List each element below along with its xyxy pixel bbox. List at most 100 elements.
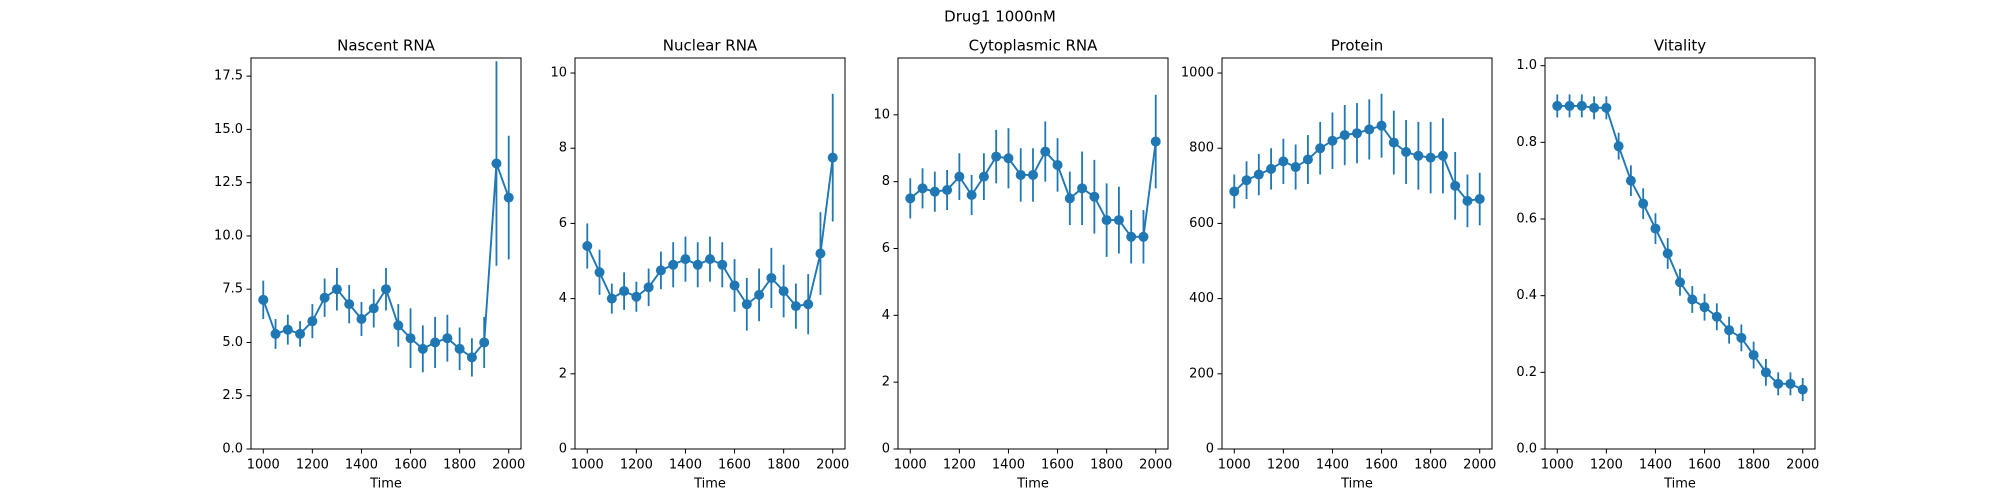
data-point (582, 240, 593, 251)
y-tick-label: 0 (882, 442, 890, 457)
data-point (1711, 311, 1722, 322)
data-point (381, 284, 391, 295)
x-axis-label: Time (693, 477, 726, 492)
data-point (754, 289, 765, 300)
y-tick-label: 0.0 (1516, 442, 1537, 457)
x-tick-label: 1000 (1541, 458, 1574, 473)
data-point (295, 328, 306, 339)
x-tick-label: 1600 (1365, 458, 1398, 473)
y-tick-label: 15.0 (214, 122, 243, 137)
x-tick-label: 1000 (247, 458, 280, 473)
y-tick-label: 2 (882, 375, 890, 390)
x-axis-label: Time (1016, 477, 1049, 492)
x-tick-label: 1400 (992, 458, 1025, 473)
data-point (454, 343, 465, 354)
y-tick-label: 0 (559, 442, 567, 457)
data-point (1613, 141, 1624, 152)
data-point (1760, 367, 1771, 378)
x-tick-label: 1600 (718, 458, 751, 473)
y-tick-label: 10 (550, 66, 567, 81)
chart-title: Nuclear RNA (663, 37, 758, 55)
data-point (1064, 193, 1075, 204)
data-point (1773, 378, 1784, 389)
y-tick-label: 2 (559, 366, 567, 381)
y-tick-label: 800 (1189, 141, 1214, 156)
data-point (1552, 100, 1563, 111)
y-tick-label: 1.0 (1516, 58, 1537, 73)
data-point (1352, 128, 1362, 139)
data-point (1699, 302, 1710, 313)
data-point (270, 328, 281, 339)
chart-title: Cytoplasmic RNA (969, 37, 1099, 55)
axes-frame (1221, 57, 1493, 450)
axes-frame (574, 57, 846, 450)
data-point (954, 171, 965, 182)
x-tick-label: 2000 (816, 458, 849, 473)
y-tick-label: 0.0 (222, 442, 243, 457)
data-point (1101, 215, 1112, 226)
data-point (1785, 378, 1796, 389)
data-point (417, 343, 428, 354)
x-axis-label: Time (1663, 477, 1696, 492)
data-point (1576, 100, 1587, 111)
x-tick-label: 1800 (767, 458, 800, 473)
data-point (368, 303, 379, 314)
data-point (655, 265, 666, 276)
data-point (1028, 169, 1038, 180)
data-point (1437, 150, 1448, 161)
data-point (1126, 231, 1137, 242)
y-tick-label: 0.2 (1516, 365, 1537, 380)
data-point (1662, 248, 1673, 259)
data-point (1748, 350, 1759, 361)
data-point (1052, 159, 1063, 170)
data-point (1339, 130, 1350, 141)
data-point (1474, 193, 1485, 204)
y-tick-label: 5.0 (222, 335, 243, 350)
y-tick-label: 10 (873, 107, 890, 122)
data-point (717, 259, 728, 270)
data-point (1327, 135, 1338, 146)
y-tick-label: 0.4 (1516, 288, 1537, 303)
data-point (1564, 100, 1575, 111)
axes-frame (897, 57, 1169, 450)
data-point (594, 267, 605, 278)
data-point (1253, 169, 1264, 180)
data-point (741, 299, 752, 310)
y-tick-label: 8 (882, 174, 890, 189)
data-point (258, 294, 269, 305)
data-point (442, 333, 453, 344)
x-tick-label: 1600 (1688, 458, 1721, 473)
data-point (991, 151, 1002, 162)
data-point (1589, 102, 1600, 113)
x-tick-label: 1200 (1590, 458, 1623, 473)
data-point (905, 193, 916, 204)
x-tick-label: 1600 (1041, 458, 1074, 473)
x-tick-label: 1200 (620, 458, 653, 473)
y-tick-label: 400 (1189, 291, 1214, 306)
x-tick-label: 1200 (1267, 458, 1300, 473)
data-point (282, 324, 293, 335)
data-point (405, 333, 416, 344)
data-point (778, 286, 789, 297)
x-tick-label: 1400 (1316, 458, 1349, 473)
x-axis-label: Time (369, 477, 402, 492)
x-tick-label: 1000 (1218, 458, 1251, 473)
chart-title: Vitality (1654, 37, 1706, 55)
data-point (631, 291, 642, 302)
data-point (803, 299, 814, 310)
data-point (729, 280, 740, 291)
x-tick-label: 1400 (1639, 458, 1672, 473)
y-tick-label: 2.5 (222, 388, 243, 403)
data-point (1401, 146, 1412, 157)
x-tick-label: 1200 (296, 458, 329, 473)
data-point (1150, 136, 1161, 147)
data-point (1413, 150, 1424, 161)
data-point (1040, 146, 1051, 157)
data-point (1089, 191, 1100, 202)
x-tick-label: 2000 (1463, 458, 1496, 473)
data-point (966, 190, 977, 201)
x-tick-label: 1400 (669, 458, 702, 473)
x-tick-label: 1800 (1414, 458, 1447, 473)
y-tick-label: 10.0 (214, 228, 243, 243)
